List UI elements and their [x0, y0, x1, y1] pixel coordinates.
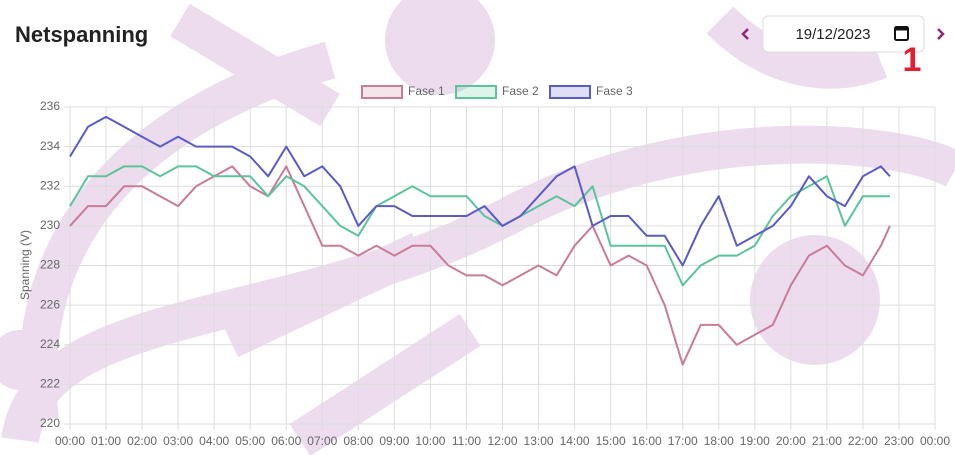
y-tick-label: 228 — [40, 258, 60, 272]
x-tick-label: 02:00 — [127, 434, 157, 448]
x-tick-label: 13:00 — [524, 434, 554, 448]
series-line — [69, 165, 890, 287]
y-tick-label: 222 — [40, 377, 60, 391]
y-tick-label: 236 — [40, 99, 60, 113]
date-input[interactable] — [762, 15, 925, 53]
x-tick-label: 20:00 — [776, 434, 806, 448]
x-tick-label: 05:00 — [235, 434, 265, 448]
x-tick-label: 16:00 — [632, 434, 662, 448]
y-tick-label: 232 — [40, 178, 60, 192]
y-tick-label: 226 — [40, 297, 60, 311]
legend-label: Fase 1 — [408, 84, 445, 98]
x-tick-label: 03:00 — [163, 434, 193, 448]
x-tick-label: 00:00 — [920, 434, 950, 448]
x-tick-label: 12:00 — [487, 434, 517, 448]
calendar-icon[interactable] — [894, 26, 909, 41]
plot: 220 222 224 226 228 230 232 234 236 00:00 01:00 02:… — [40, 84, 950, 448]
x-tick-label: 19:00 — [740, 434, 770, 448]
x-tick-label: 07:00 — [307, 434, 337, 448]
legend-label: Fase 2 — [502, 84, 539, 98]
x-tick-label: 10:00 — [415, 434, 445, 448]
series-line — [69, 165, 891, 366]
y-tick-label: 230 — [40, 218, 60, 232]
x-tick-label: 21:00 — [812, 434, 842, 448]
series-line — [69, 115, 891, 267]
legend-swatch — [549, 85, 591, 99]
x-tick-label: 09:00 — [379, 434, 409, 448]
watermark-circle — [750, 235, 880, 365]
legend-label: Fase 3 — [596, 84, 633, 98]
x-tick-label: 04:00 — [199, 434, 229, 448]
next-day[interactable] — [937, 28, 945, 40]
x-tick-label: 11:00 — [452, 434, 481, 448]
x-tick-label: 00:00 — [55, 434, 85, 448]
y-tick-label: 220 — [40, 416, 60, 430]
watermark — [1, 3, 955, 455]
x-tick-label: 08:00 — [343, 434, 373, 448]
x-tick-label: 17:00 — [668, 434, 698, 448]
watermark-circle — [0, 330, 50, 390]
legend-swatch — [361, 85, 403, 99]
x-tick-label: 15:00 — [596, 434, 626, 448]
x-tick-label: 23:00 — [884, 434, 914, 448]
prev-day[interactable] — [741, 28, 749, 40]
x-tick-label: 01:00 — [91, 434, 121, 448]
date-value: 19/12/2023 — [795, 26, 870, 43]
watermark-prong — [170, 3, 340, 127]
y-axis-label: Spanning (V) — [18, 230, 32, 300]
page-title: Netspanning — [15, 22, 148, 47]
y-tick-label: 234 — [40, 139, 60, 153]
watermark-circle — [385, 0, 495, 95]
watermark-arc — [706, 6, 888, 89]
legend-swatch — [455, 85, 497, 99]
x-tick-label: 22:00 — [848, 434, 878, 448]
x-tick-label: 06:00 — [271, 434, 301, 448]
y-tick-label: 224 — [40, 337, 60, 351]
x-tick-label: 14:00 — [560, 434, 590, 448]
x-tick-label: 18:00 — [704, 434, 734, 448]
annotation-badge: 1 — [903, 41, 922, 79]
